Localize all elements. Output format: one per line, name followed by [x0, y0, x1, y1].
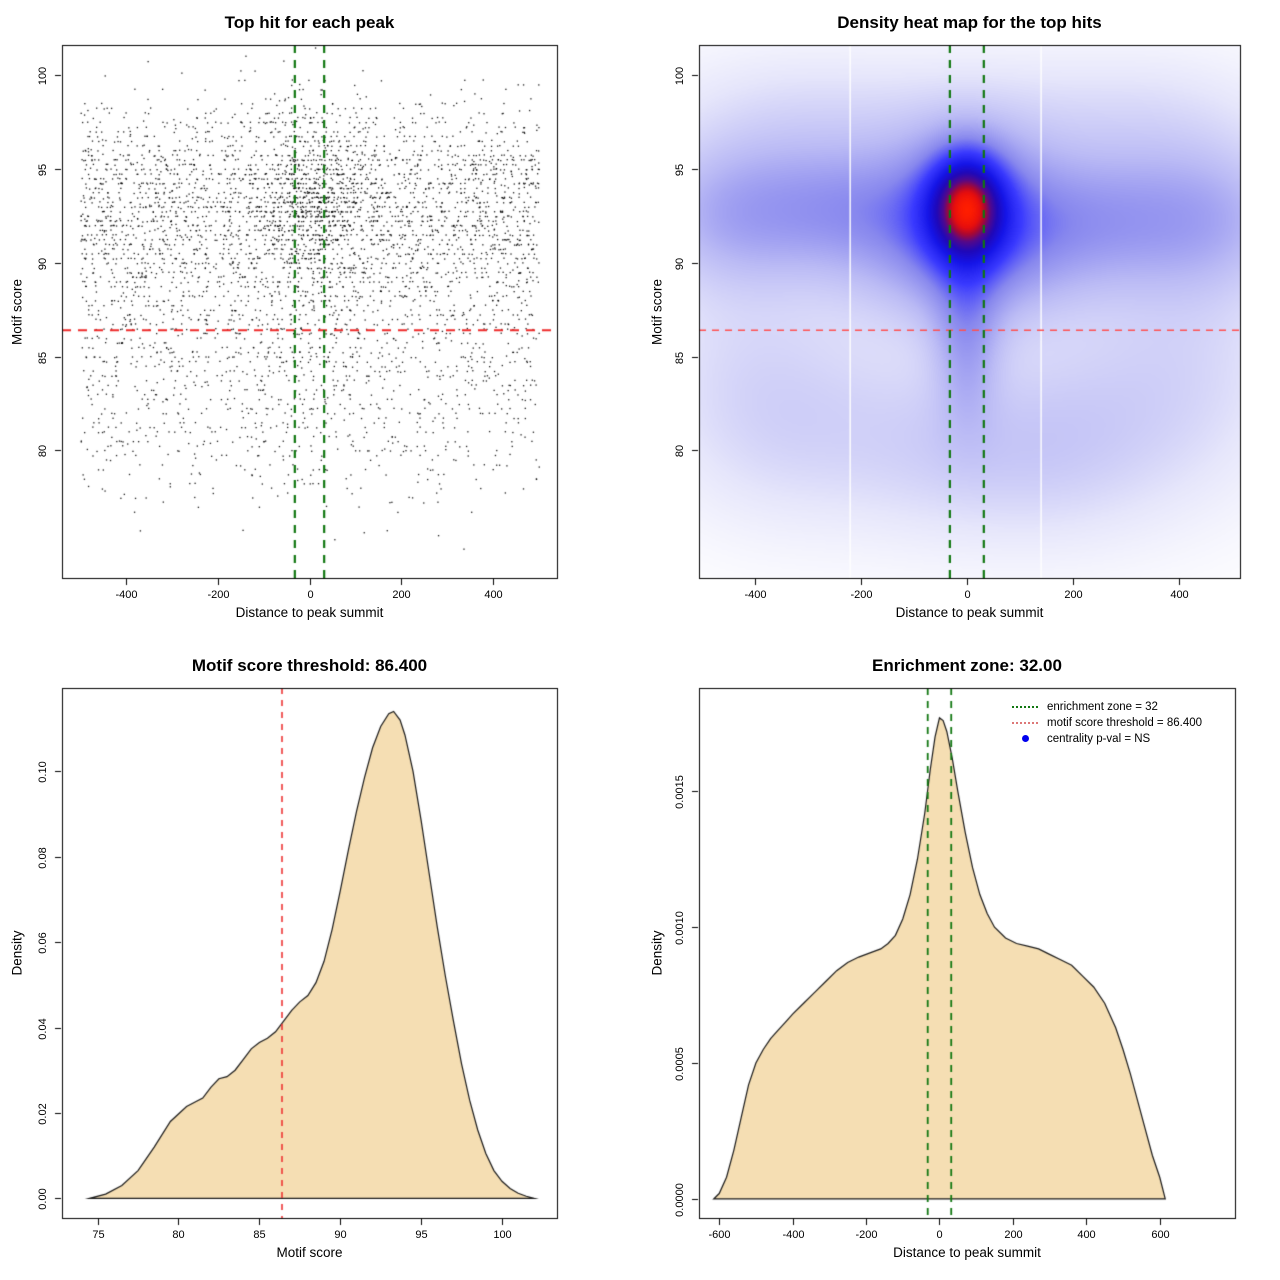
y-tick-label: 85 — [37, 351, 49, 364]
scatter-title: Top hit for each peak — [224, 13, 395, 32]
zone-density-y-axis-label: Density — [649, 930, 665, 976]
x-tick-label: 200 — [392, 589, 411, 601]
green-dotted-line-icon — [1012, 705, 1038, 708]
x-tick-label: 400 — [1170, 589, 1189, 601]
y-tick-label: 0.0010 — [674, 910, 686, 945]
score-density-plot-canvas — [0, 640, 640, 1280]
zone-density-plot-canvas — [640, 640, 1280, 1280]
legend-item-enrichment-zone: enrichment zone = 32 — [1012, 700, 1202, 713]
panel-top-hits-scatter: Top hit for each peak Distance to peak s… — [0, 0, 640, 640]
score-density-x-axis-label: Motif score — [276, 1245, 343, 1260]
x-tick-label: 90 — [334, 1229, 347, 1241]
y-tick-label: 0.0000 — [674, 1182, 686, 1217]
legend-label: centrality p-val = NS — [1047, 732, 1151, 745]
x-tick-label: 0 — [964, 589, 971, 601]
x-tick-label: 0 — [936, 1229, 943, 1241]
x-tick-label: 100 — [493, 1229, 512, 1241]
x-tick-label: 200 — [1064, 589, 1083, 601]
x-tick-label: 200 — [1004, 1229, 1023, 1241]
y-tick-label: 0.0005 — [674, 1046, 686, 1081]
scatter-y-axis-label: Motif score — [9, 278, 25, 345]
scatter-plot-canvas — [0, 0, 640, 640]
x-tick-label: -200 — [207, 589, 230, 601]
heatmap-x-axis-label: Distance to peak summit — [895, 605, 1044, 620]
x-tick-label: -400 — [782, 1229, 805, 1241]
y-tick-label: 0.00 — [37, 1187, 49, 1210]
y-tick-label: 0.08 — [37, 846, 49, 869]
y-tick-label: 80 — [674, 444, 686, 457]
x-tick-label: 0 — [307, 589, 314, 601]
x-tick-label: 75 — [92, 1229, 105, 1241]
x-tick-label: 600 — [1151, 1229, 1170, 1241]
y-tick-label: 0.10 — [37, 760, 49, 783]
y-tick-label: 0.04 — [37, 1017, 49, 1040]
y-tick-label: 100 — [674, 66, 686, 85]
legend-label: enrichment zone = 32 — [1047, 700, 1158, 713]
scatter-x-axis-label: Distance to peak summit — [235, 605, 384, 620]
zone-density-title: Enrichment zone: 32.00 — [872, 656, 1062, 675]
y-tick-label: 80 — [37, 444, 49, 457]
score-density-y-axis-label: Density — [9, 930, 25, 976]
score-density-title: Motif score threshold: 86.400 — [191, 656, 428, 675]
y-tick-label: 90 — [37, 257, 49, 270]
x-tick-label: -200 — [855, 1229, 878, 1241]
plot-legend: enrichment zone = 32 motif score thresho… — [1012, 700, 1202, 745]
y-tick-label: 95 — [37, 163, 49, 176]
panel-density-heatmap: Density heat map for the top hits Distan… — [640, 0, 1280, 640]
y-tick-label: 90 — [674, 257, 686, 270]
y-tick-label: 85 — [674, 351, 686, 364]
legend-item-centrality-pval: centrality p-val = NS — [1012, 732, 1202, 745]
x-tick-label: -400 — [115, 589, 138, 601]
zone-density-x-axis-label: Distance to peak summit — [893, 1245, 1041, 1260]
x-tick-label: 400 — [1077, 1229, 1096, 1241]
x-tick-label: 80 — [172, 1229, 185, 1241]
heatmap-plot-canvas — [640, 0, 1280, 640]
y-tick-label: 0.06 — [37, 931, 49, 954]
legend-label: motif score threshold = 86.400 — [1047, 716, 1203, 729]
y-tick-label: 0.02 — [37, 1102, 49, 1125]
x-tick-label: 400 — [484, 589, 503, 601]
heatmap-title: Density heat map for the top hits — [837, 13, 1102, 32]
x-tick-label: -200 — [850, 589, 873, 601]
heatmap-y-axis-label: Motif score — [649, 278, 665, 345]
y-tick-label: 0.0015 — [674, 774, 686, 809]
y-tick-label: 95 — [674, 163, 686, 176]
x-tick-label: 85 — [253, 1229, 266, 1241]
x-tick-label: -400 — [744, 589, 767, 601]
panel-motif-score-density: Motif score threshold: 86.400 Motif scor… — [0, 640, 640, 1280]
panel-enrichment-zone-density: Enrichment zone: 32.00 Distance to peak … — [640, 640, 1280, 1280]
legend-item-motif-threshold: motif score threshold = 86.400 — [1012, 716, 1202, 729]
x-tick-label: -600 — [708, 1229, 731, 1241]
y-tick-label: 100 — [37, 66, 49, 85]
x-tick-label: 95 — [415, 1229, 428, 1241]
red-dotted-line-icon — [1012, 721, 1038, 724]
blue-dot-icon — [1012, 735, 1038, 742]
